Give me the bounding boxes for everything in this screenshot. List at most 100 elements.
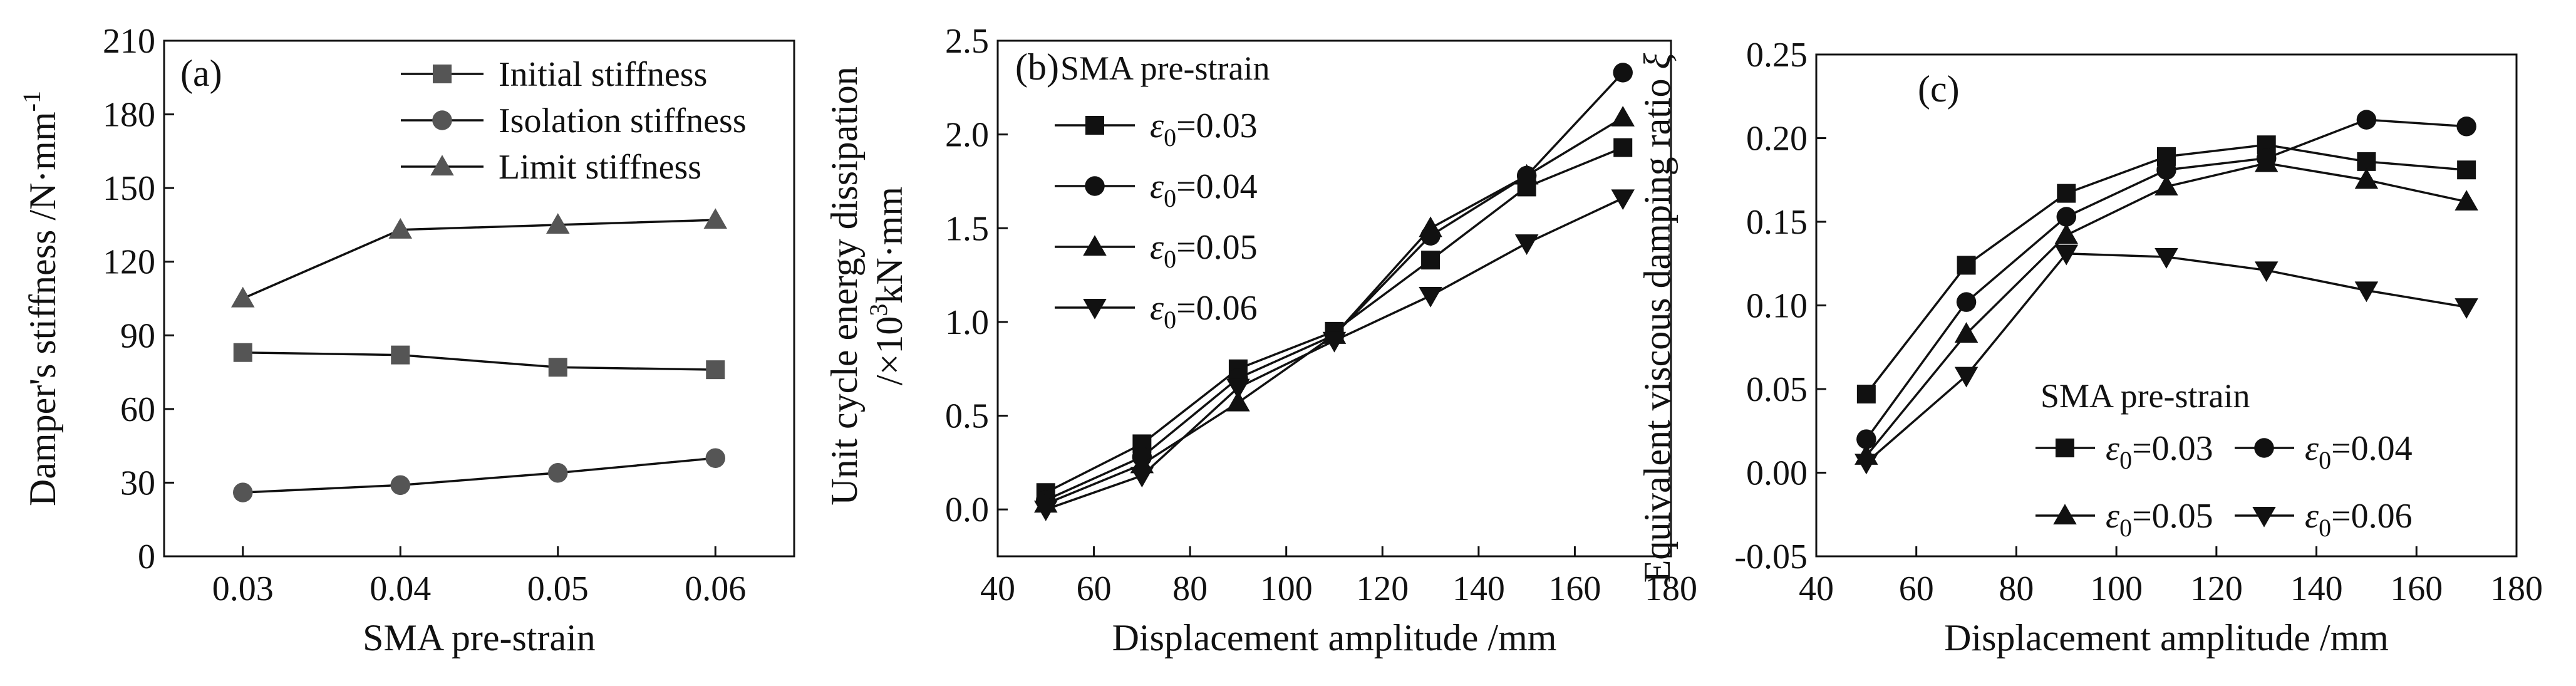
x-tick-label: 40 <box>980 569 1015 608</box>
y-axis-title-symbol: ξ <box>1637 53 1678 69</box>
series-0-06 <box>1854 244 2478 475</box>
data-point <box>1226 378 1250 400</box>
legend-label-value: =0.04 <box>1176 167 1258 206</box>
y-tick-label: 210 <box>103 22 155 61</box>
plot-frame <box>996 39 1672 558</box>
y-axis-title-suffix: kN·mm <box>869 187 910 304</box>
data-point <box>1421 251 1441 270</box>
legend-label-symbol: ε <box>2106 429 2120 468</box>
series-isolation-stiffness <box>233 448 725 502</box>
x-tick-label: 140 <box>1452 569 1505 608</box>
legend-title: SMA pre-strain <box>2041 377 2250 415</box>
legend-label-subscript: 0 <box>2119 514 2132 542</box>
legend-label-value: =0.05 <box>1176 228 1258 267</box>
data-point <box>2454 298 2478 319</box>
legend-label: ε0=0.05 <box>1150 228 1258 273</box>
legend-marker <box>2053 504 2077 525</box>
data-point <box>1856 385 1876 404</box>
data-point <box>1611 189 1635 210</box>
x-tick-label: 180 <box>2490 569 2543 608</box>
data-point <box>2356 110 2377 130</box>
x-tick-label: 40 <box>1799 569 1834 608</box>
data-point <box>1322 331 1347 353</box>
data-point <box>1856 429 1876 449</box>
data-point <box>1034 501 1058 521</box>
data-point <box>1226 390 1250 412</box>
y-tick-label: 60 <box>120 390 155 429</box>
y-tick-label: 1.0 <box>945 303 989 342</box>
data-point <box>388 218 412 239</box>
y-axis-title-line1: Unit cycle energy dissipation <box>824 66 865 505</box>
series-line <box>1045 146 1623 494</box>
y-tick-label: 180 <box>103 96 155 135</box>
y-tick-label: 0.15 <box>1746 203 1808 242</box>
y-axis-title-main: Damper's stiffness /N·mm <box>22 112 63 506</box>
legend-label-subscript: 0 <box>2319 514 2331 542</box>
data-point <box>233 343 252 362</box>
data-point <box>2354 281 2379 303</box>
data-point <box>1956 292 1977 312</box>
series-0-05 <box>1034 105 1635 513</box>
legend-label-symbol: ε <box>2305 429 2319 468</box>
data-point <box>706 360 725 380</box>
x-tick-label: 160 <box>1548 569 1601 608</box>
data-point <box>2054 223 2079 244</box>
legend-label-symbol: ε <box>1150 228 1164 267</box>
y-tick-label: 1.5 <box>945 209 989 248</box>
data-point <box>1514 164 1539 185</box>
series-line <box>242 219 716 300</box>
legend: SMA pre-strainε0=0.03ε0=0.04ε0=0.05ε0=0.… <box>1055 49 1270 334</box>
x-tick-label: 0.06 <box>685 569 746 608</box>
y-tick-label: 0.10 <box>1746 287 1808 326</box>
legend-label: Initial stiffness <box>499 55 707 94</box>
x-tick-label: 100 <box>2090 569 2143 608</box>
legend-label-symbol: ε <box>2106 497 2120 536</box>
data-point <box>2054 244 2079 266</box>
legend-marker <box>433 65 452 83</box>
data-point <box>390 475 410 496</box>
legend-label: ε0=0.06 <box>1150 289 1258 334</box>
legend-label: Limit stiffness <box>499 148 701 187</box>
panel-label: (c) <box>1918 68 1960 110</box>
panel-label: (a) <box>180 53 222 94</box>
panel-c: -0.05 0.00 0.05 0.10 0.15 0.20 0.25 40 60 80 100 12… <box>1637 36 2543 658</box>
legend-marker <box>430 155 454 176</box>
x-tick-label: 0.04 <box>370 569 431 608</box>
legend-title: SMA pre-strain <box>1060 49 1270 87</box>
legend-label-symbol: ε <box>2305 497 2319 536</box>
legend-marker <box>1085 176 1105 196</box>
plot-frame <box>163 39 795 558</box>
series-line <box>242 457 716 494</box>
x-tick-label: 120 <box>2190 569 2243 608</box>
data-point <box>2254 261 2279 283</box>
legend-label-subscript: 0 <box>1164 306 1176 334</box>
legend-label-symbol: ε <box>1150 289 1164 328</box>
y-axis-title-main: Equivalent viscous damping ratio <box>1637 69 1678 583</box>
panel-a: 0 30 60 90 120 150 180 210 0.03 0.04 0.05 0.06 SMA p… <box>18 22 795 658</box>
data-point <box>2156 160 2176 180</box>
data-point <box>1514 234 1539 255</box>
y-axis-title-line2: /×103kN·mm <box>864 187 910 385</box>
data-point <box>1130 467 1154 488</box>
data-point <box>546 213 570 234</box>
x-axis-title: Displacement amplitude /mm <box>1112 617 1557 658</box>
y-tick-label: 0.25 <box>1746 36 1808 75</box>
y-tick-label: 0.20 <box>1746 120 1808 159</box>
legend-marker <box>1083 235 1107 256</box>
x-tick-label: 60 <box>1899 569 1934 608</box>
y-tick-label: 90 <box>120 316 155 355</box>
x-tick-label: 160 <box>2390 569 2443 608</box>
y-tick-label: 2.5 <box>945 22 989 61</box>
y-tick-label: 30 <box>120 464 155 502</box>
x-tick-label: 100 <box>1260 569 1313 608</box>
series-0-03 <box>1036 138 1633 502</box>
data-point <box>1854 454 1878 475</box>
y-tick-label: 0.05 <box>1746 370 1808 409</box>
y-tick-label: 0.0 <box>945 491 989 529</box>
data-point <box>233 482 253 502</box>
data-point <box>391 345 410 365</box>
x-tick-label: 120 <box>1356 569 1409 608</box>
legend-marker <box>1083 298 1107 320</box>
